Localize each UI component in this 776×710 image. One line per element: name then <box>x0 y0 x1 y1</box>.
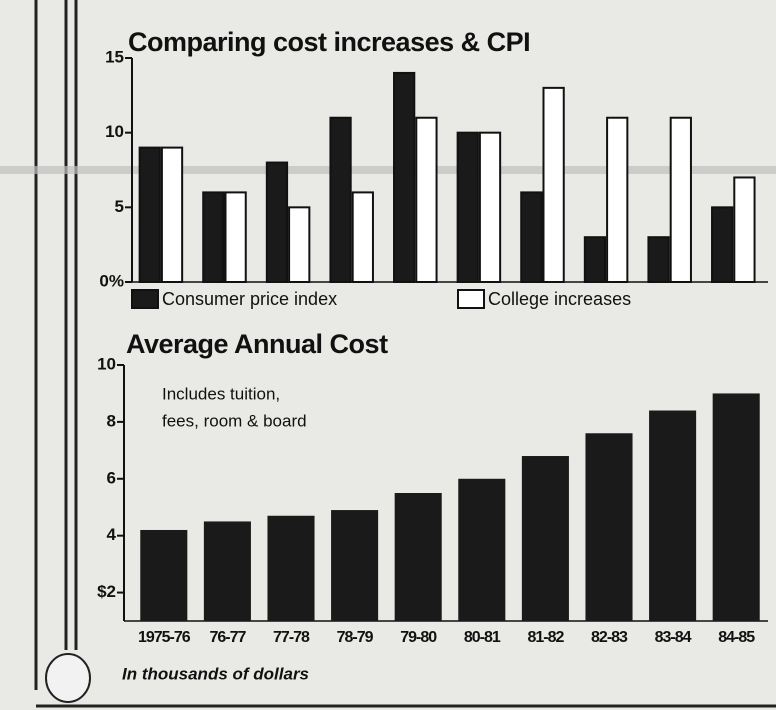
x-tick-label: 82-83 <box>591 629 628 646</box>
bar <box>585 433 632 621</box>
y-tick-label: 8 <box>107 411 116 430</box>
bar <box>458 133 478 282</box>
bar <box>353 192 373 282</box>
x-tick-label: 78-79 <box>337 629 374 646</box>
bar <box>162 148 182 282</box>
axis-note: In thousands of dollars <box>122 664 309 683</box>
x-tick-label: 84-85 <box>718 629 755 646</box>
y-tick-label: 4 <box>107 525 117 544</box>
scan-band <box>0 166 776 174</box>
x-tick-label: 80-81 <box>464 629 501 646</box>
bar <box>330 118 350 282</box>
bar <box>712 207 732 282</box>
x-tick-label: 83-84 <box>655 629 692 646</box>
bar <box>225 192 245 282</box>
x-tick-label: 77-78 <box>273 629 310 646</box>
bar <box>649 411 696 621</box>
x-tick-label: 76-77 <box>209 629 246 646</box>
y-tick-label: 10 <box>97 354 116 373</box>
bar <box>267 163 287 282</box>
bar <box>331 510 378 621</box>
bar <box>607 118 627 282</box>
bar <box>395 493 442 621</box>
bar <box>416 118 436 282</box>
y-tick-label: 15 <box>105 47 124 66</box>
bar <box>521 192 541 282</box>
chart-title: Average Annual Cost <box>126 329 388 359</box>
chart-page: Comparing cost increases & CPI Average A… <box>0 0 776 710</box>
x-tick-label: 81-82 <box>527 629 564 646</box>
annotation: fees, room & board <box>162 411 307 430</box>
x-tick-label: 1975-76 <box>138 629 191 646</box>
bar <box>204 521 251 621</box>
y-tick-label: 0% <box>99 271 124 290</box>
bar <box>140 530 187 621</box>
bar <box>203 192 223 282</box>
bar <box>713 393 760 621</box>
legend-swatch <box>132 290 158 308</box>
annotation: Includes tuition, <box>162 384 280 403</box>
bar <box>458 479 505 621</box>
bar <box>648 237 668 282</box>
legend-label: Consumer price index <box>162 289 337 309</box>
x-tick-label: 79-80 <box>400 629 437 646</box>
legend-swatch <box>458 290 484 308</box>
chart-title: Comparing cost increases & CPI <box>128 27 530 57</box>
bar <box>543 88 563 282</box>
bar <box>671 118 691 282</box>
bar <box>734 177 754 282</box>
bar <box>480 133 500 282</box>
y-tick-label: 5 <box>115 197 124 216</box>
bar <box>585 237 605 282</box>
legend-label: College increases <box>488 289 631 309</box>
y-tick-label: 6 <box>107 468 116 487</box>
y-tick-label: $2 <box>97 582 116 601</box>
y-tick-label: 10 <box>105 122 124 141</box>
bar <box>140 148 160 282</box>
bar <box>394 73 414 282</box>
bar <box>267 516 314 621</box>
bar <box>522 456 569 621</box>
bar <box>289 207 309 282</box>
